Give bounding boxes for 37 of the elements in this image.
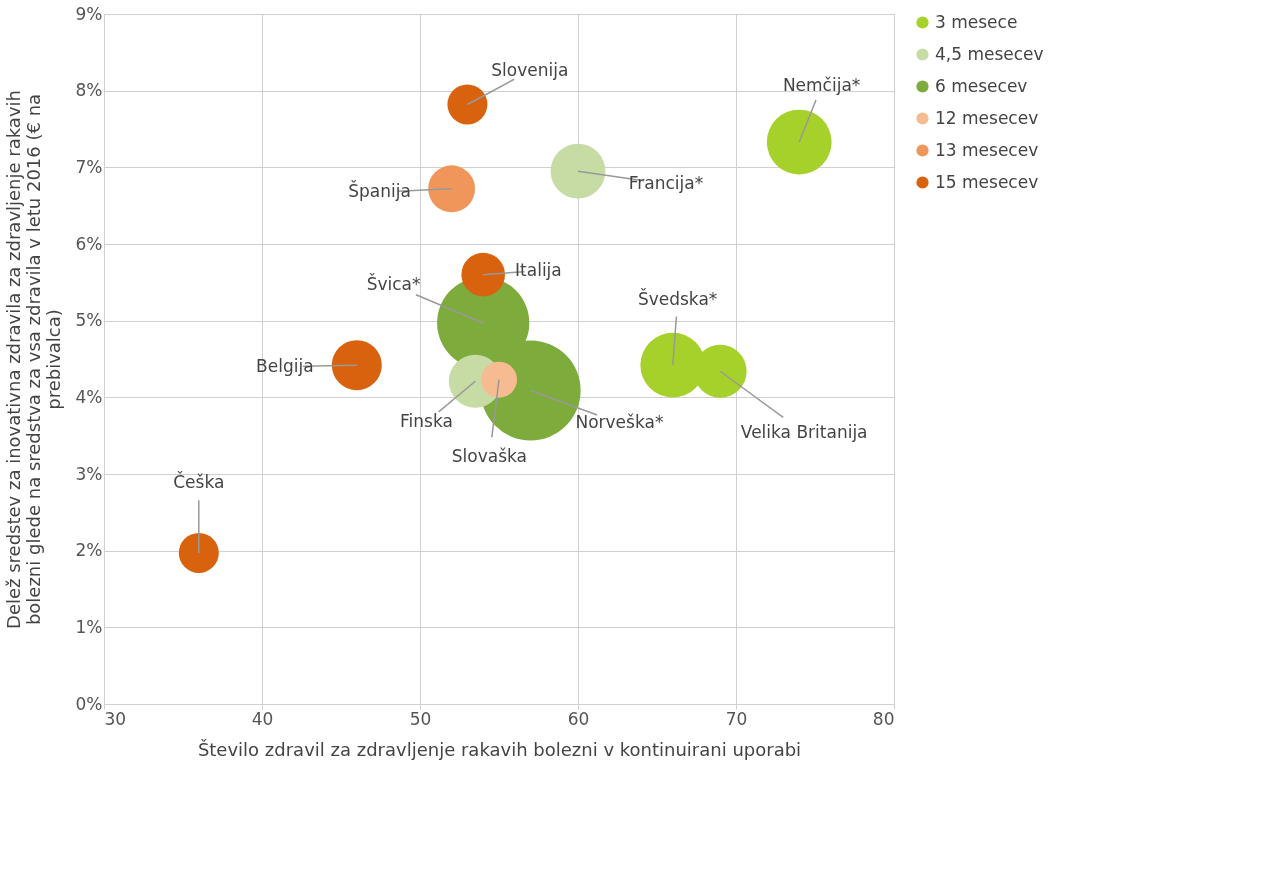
x-axis-title: Število zdravil za zdravljenje rakavih bolezni v kontinuirani uporabi xyxy=(197,738,802,760)
x-tick-label: 70 xyxy=(725,708,748,729)
annotation: Češka xyxy=(173,470,225,492)
y-tick-label: 6% xyxy=(75,233,103,254)
x-tick-label: 40 xyxy=(251,708,274,729)
y-tick-label: 4% xyxy=(75,386,103,407)
y-tick-label: 3% xyxy=(75,463,103,484)
legend-label: 3 mesece xyxy=(935,11,1018,32)
y-tick-label: 5% xyxy=(75,310,103,331)
y-tick-label: 1% xyxy=(75,616,103,637)
x-tick-label: 50 xyxy=(409,708,432,729)
y-tick-label: 8% xyxy=(75,80,103,101)
annotation: Nemčija* xyxy=(782,75,861,96)
x-tick-label: 30 xyxy=(104,708,127,729)
annotation: Finska xyxy=(400,411,453,432)
y-tick-label: 2% xyxy=(75,540,103,561)
annotation: Norveška* xyxy=(575,412,664,433)
x-tick-label: 80 xyxy=(872,708,895,729)
legend-label: 12 mesecev xyxy=(935,107,1039,128)
annotation: Španija xyxy=(348,180,411,201)
legend-label: 6 mesecev xyxy=(935,75,1028,96)
annotation: Belgija xyxy=(256,355,314,376)
x-tick-label: 60 xyxy=(567,708,590,729)
annotation: Slovaška xyxy=(451,445,528,466)
annotation: Italija xyxy=(515,259,562,280)
annotation: Švedska* xyxy=(637,288,718,310)
legend-label: 13 mesecev xyxy=(935,139,1039,160)
annotation: Francija* xyxy=(628,172,704,193)
y-tick-label: 7% xyxy=(75,156,103,177)
annotation: Slovenija xyxy=(491,59,569,80)
y-tick-label: 9% xyxy=(75,3,103,24)
annotation: Švica* xyxy=(366,273,421,295)
legend-label: 15 mesecev xyxy=(935,171,1039,192)
annotation: Velika Britanija xyxy=(740,421,868,442)
y-axis-title: Delež sredstev za inovativna zdravila za zdravljenje rakavih bolezni glede na sredstva za vsa zdravila v letu 2016 (€ na prebivalca) xyxy=(2,90,64,629)
y-tick-label: 0% xyxy=(75,693,103,714)
legend-label: 4,5 mesecev xyxy=(935,43,1044,64)
